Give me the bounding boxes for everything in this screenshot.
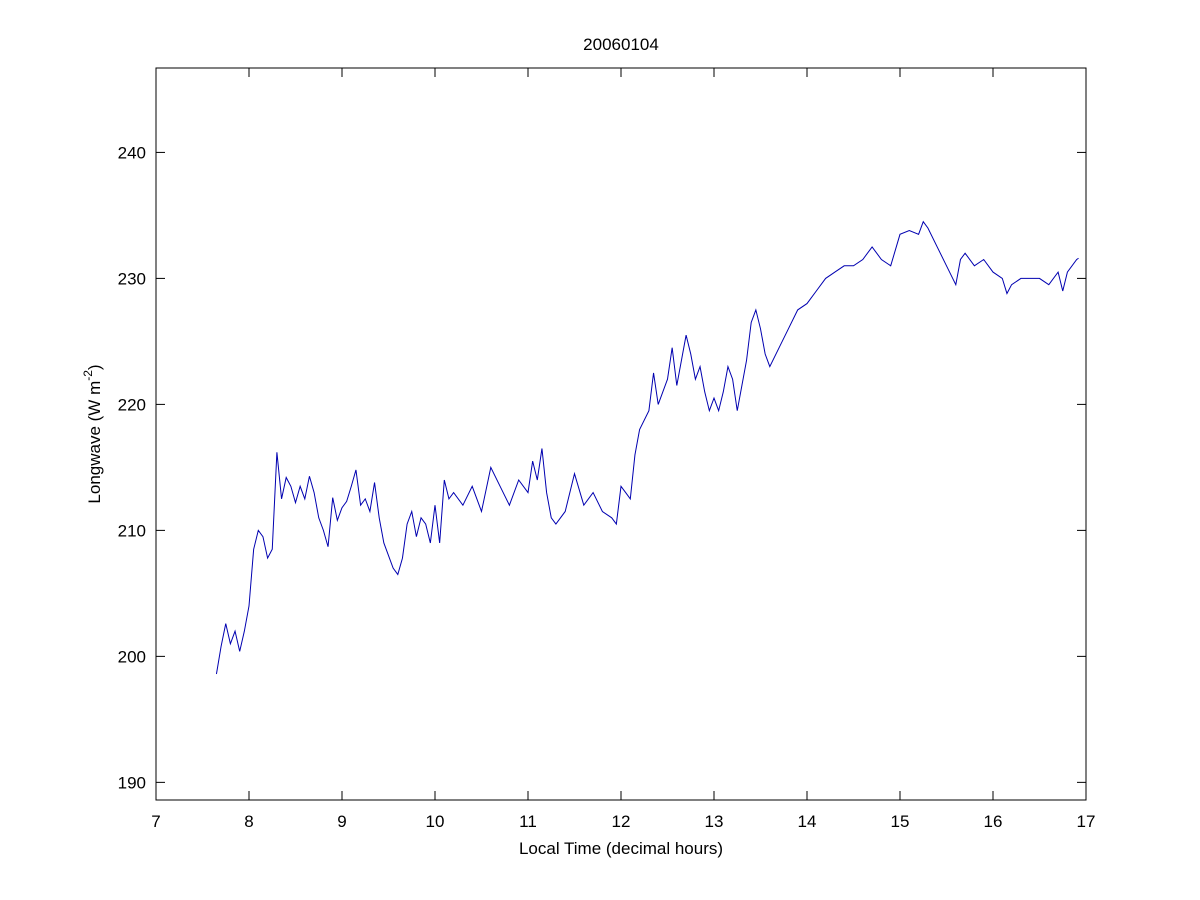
y-label-text: Longwave (W m [85,381,104,504]
x-tick-label: 7 [151,812,160,831]
x-tick-label: 12 [612,812,631,831]
data-line [215,220,1079,675]
x-tick-label: 13 [705,812,724,831]
y-tick-label: 220 [118,395,146,414]
y-tick-label: 230 [118,269,146,288]
x-tick-label: 8 [244,812,253,831]
x-tick-label: 17 [1077,812,1096,831]
y-tick-label: 190 [118,773,146,792]
x-tick-label: 16 [984,812,1003,831]
x-tick-label: 14 [798,812,817,831]
y-label-sup: -2 [81,370,95,381]
x-tick-label: 15 [891,812,910,831]
x-tick-label: 11 [519,812,537,831]
y-tick-label: 240 [118,143,146,162]
y-tick-label: 210 [118,521,146,540]
x-tick-label: 10 [426,812,445,831]
x-axis-label: Local Time (decimal hours) [519,839,723,858]
y-tick-label: 200 [118,647,146,666]
y-label-end: ) [85,364,104,370]
chart-title: 20060104 [583,35,659,54]
x-tick-label: 9 [337,812,346,831]
y-axis-label: Longwave (W m-2) [81,364,104,503]
